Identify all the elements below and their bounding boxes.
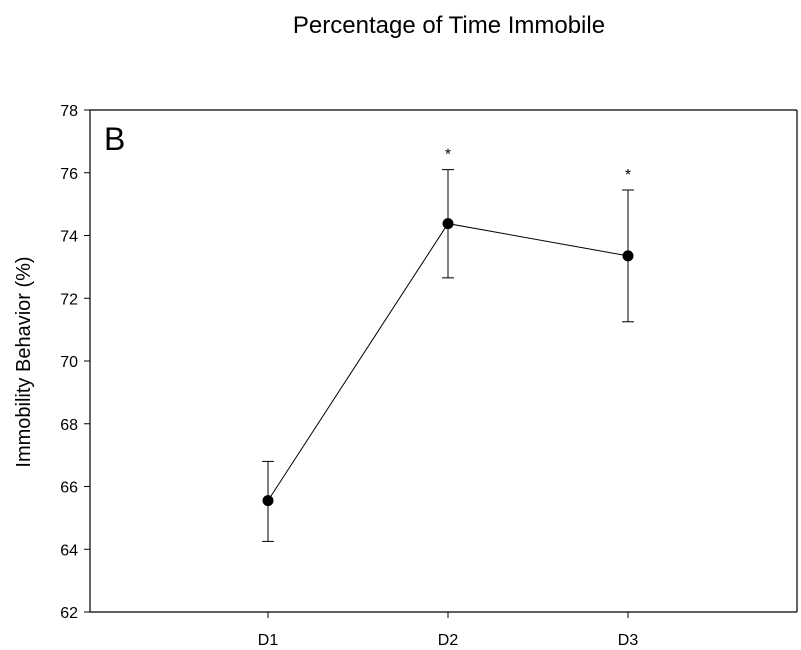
y-tick-label: 64: [60, 542, 78, 559]
significance-marker: *: [625, 167, 631, 184]
chart-title: Percentage of Time Immobile: [293, 12, 605, 39]
y-tick-label: 70: [60, 354, 78, 371]
y-tick-label: 76: [60, 166, 78, 183]
y-ticks: 62 64 66 68 70 72 74 76 78: [60, 103, 90, 622]
x-tick-label: D1: [258, 632, 279, 649]
panel-label: B: [104, 121, 125, 157]
x-ticks: D1 D2 D3: [258, 612, 639, 649]
series-layer: **: [262, 147, 634, 542]
x-tick-label: D2: [438, 632, 459, 649]
significance-marker: *: [445, 147, 451, 164]
data-point: [262, 495, 274, 507]
y-axis-label: Immobility Behavior (%): [13, 256, 35, 467]
data-point: [622, 250, 634, 262]
x-tick-label: D3: [618, 632, 639, 649]
y-tick-label: 62: [60, 605, 78, 622]
y-tick-label: 66: [60, 480, 78, 497]
y-tick-label: 68: [60, 417, 78, 434]
y-tick-label: 74: [60, 229, 78, 246]
y-tick-label: 78: [60, 103, 78, 120]
y-tick-label: 72: [60, 291, 78, 308]
axes: [89, 109, 798, 613]
data-point: [442, 218, 454, 230]
